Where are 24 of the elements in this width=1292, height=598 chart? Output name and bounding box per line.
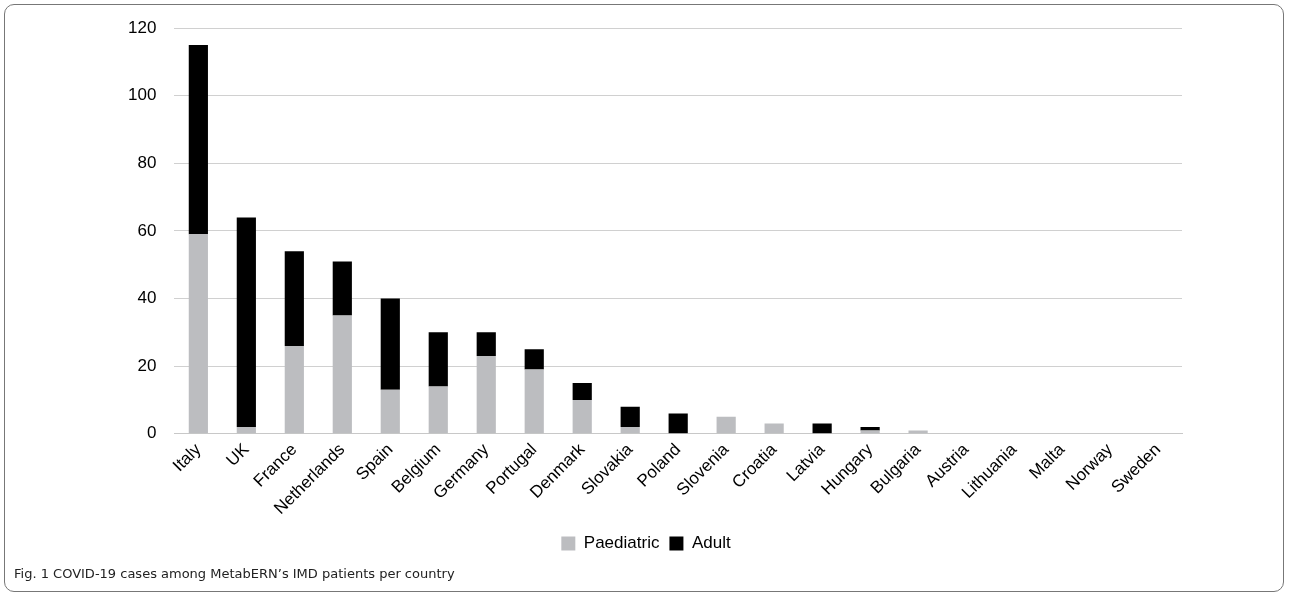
- x-tick-label: UK: [222, 439, 253, 470]
- bar: [380, 298, 400, 390]
- caption: Fig. 1 COVID-19 cases among MetabERN’s IMD patients per country: [14, 566, 455, 581]
- legend-label: Adult: [691, 533, 731, 553]
- bar: [812, 423, 832, 434]
- y-tick-label: 100: [127, 85, 157, 105]
- y-tick-label: 120: [127, 17, 157, 37]
- bar: [572, 383, 592, 400]
- y-tick-label: 40: [137, 288, 157, 308]
- bar: [236, 217, 256, 427]
- y-tick-label: 0: [146, 423, 157, 443]
- bar: [524, 349, 544, 370]
- y-tick-label: 80: [137, 153, 157, 173]
- bar: [476, 332, 496, 357]
- bar: [428, 332, 448, 387]
- bar: [668, 413, 688, 434]
- bar: [620, 406, 640, 427]
- bar: [284, 251, 304, 346]
- legend-label: Paediatric: [583, 533, 660, 553]
- y-tick-label: 60: [137, 220, 157, 240]
- x-tick-label: Italy: [169, 439, 205, 476]
- bar: [188, 45, 208, 235]
- y-tick-label: 20: [137, 355, 157, 375]
- bar: [332, 261, 352, 316]
